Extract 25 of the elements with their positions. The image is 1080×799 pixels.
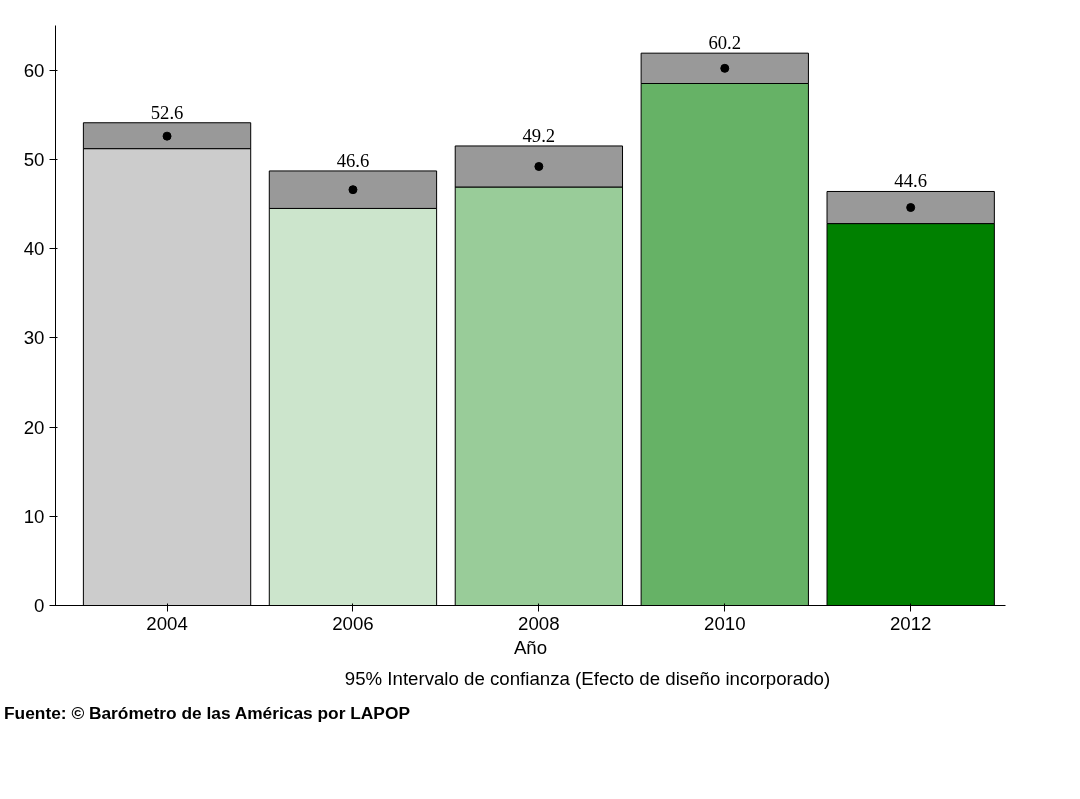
point (906, 203, 916, 213)
data-label: 52.6 (150, 101, 184, 123)
y-tick-label: 10 (23, 505, 45, 527)
data-label: 44.6 (894, 170, 928, 192)
source-note: Fuente: © Barómetro de las Américas por LAPOP (4, 702, 410, 725)
data-label: 60.2 (708, 32, 742, 54)
point (162, 131, 172, 141)
y-tick-label: 50 (23, 148, 45, 170)
y-tick-label: 20 (23, 416, 45, 438)
x-axis-title: Año (513, 636, 548, 658)
point (348, 185, 358, 195)
x-tick-label: 2012 (889, 612, 932, 634)
y-tick-label: 40 (23, 238, 45, 260)
y-tick-label: 60 (23, 59, 45, 81)
x-tick-label: 2010 (704, 612, 746, 634)
data-label: 49.2 (522, 124, 556, 146)
y-tick-label: 0 (34, 595, 45, 616)
text: 95% Intervalo de confianza (Efecto de diseño incorporado) (344, 667, 831, 689)
x-tick-label: 2004 (146, 612, 188, 634)
point (720, 63, 730, 73)
data-label: 46.6 (336, 149, 370, 171)
x-tick-label: 2008 (518, 612, 560, 634)
x-tick-label: 2006 (332, 612, 374, 634)
point (534, 161, 544, 171)
y-tick-label: 30 (23, 327, 45, 349)
